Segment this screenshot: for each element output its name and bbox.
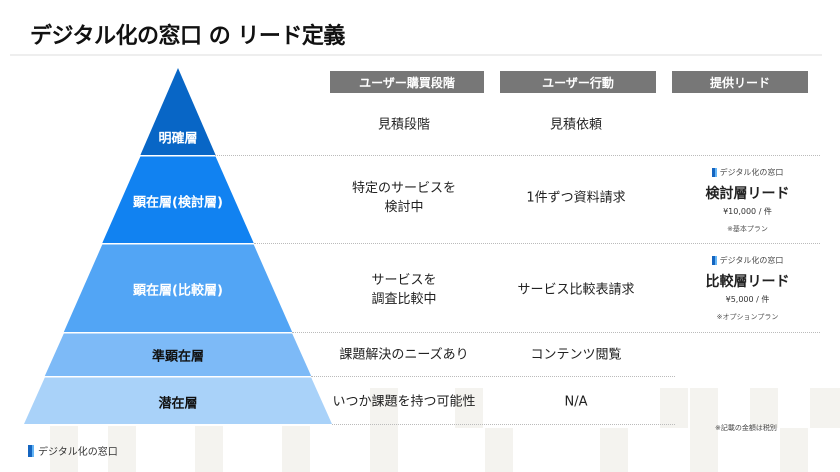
row-divider [311, 376, 675, 377]
lead-card-consideration: デジタル化の窓口 検討層リード ¥10,000 / 件 ※基本プラン [675, 167, 820, 234]
pyramid-level-3 [63, 244, 293, 332]
bg-pattern [370, 388, 398, 472]
pyramid-level-2 [102, 156, 254, 243]
lead-brand: デジタル化の窓口 [719, 168, 784, 177]
tax-footnote: ※記載の金額は税別 [715, 424, 777, 432]
bg-pattern [485, 428, 513, 472]
bg-pattern [195, 426, 223, 472]
row-divider [292, 332, 820, 333]
page-title: デジタル化の窓口 の リード定義 [30, 24, 345, 49]
lead-price: ¥10,000 / 件 [723, 207, 772, 216]
level-name: 明確層 [158, 131, 198, 147]
bg-pattern [455, 388, 483, 428]
brand-logo-icon [711, 256, 717, 265]
lead-name: 比較層リード [705, 274, 790, 290]
brand-logo-icon [28, 444, 34, 457]
lead-name: 検討層リード [705, 186, 790, 202]
action-cell: N/A [564, 394, 588, 410]
header-purchase-stage: ユーザー購買段階 [330, 71, 484, 93]
footer-brand: デジタル化の窓口 [28, 443, 118, 458]
lead-brand: デジタル化の窓口 [719, 256, 784, 265]
action-cell: コンテンツ閲覧 [530, 347, 622, 363]
stage-cell: 特定のサービスを 検討中 [351, 181, 457, 215]
bg-pattern [750, 388, 778, 428]
level-name: 潜在層 [158, 396, 198, 412]
bg-pattern [50, 426, 78, 472]
bg-pattern [780, 428, 808, 472]
bg-pattern [810, 388, 840, 428]
stage-cell: 見積段階 [377, 117, 431, 133]
lead-price: ¥5,000 / 件 [725, 295, 770, 304]
brand-logo-icon [711, 168, 717, 177]
bg-pattern [600, 428, 628, 472]
pyramid-level-1 [140, 68, 216, 155]
pyramid-level-5 [24, 377, 332, 424]
pyramid-level-4 [44, 333, 312, 376]
header-user-action: ユーザー行動 [500, 71, 656, 93]
level-name: 準顕在層 [151, 349, 205, 365]
bg-pattern [108, 426, 136, 472]
action-cell: 1件ずつ資料請求 [526, 190, 626, 206]
row-divider [332, 424, 675, 425]
bg-pattern [282, 426, 310, 472]
bg-pattern [660, 388, 688, 428]
lead-plan: ※基本プラン [727, 225, 768, 233]
row-divider [215, 155, 820, 156]
stage-cell: 課題解決のニーズあり [339, 347, 469, 363]
stage-cell: いつか課題を持つ可能性 [332, 394, 476, 410]
level-name: 顕在層(比較層) [133, 283, 223, 299]
row-divider [254, 243, 820, 244]
action-cell: サービス比較表請求 [517, 282, 635, 298]
lead-card-comparison: デジタル化の窓口 比較層リード ¥5,000 / 件 ※オプションプラン [675, 255, 820, 322]
title-divider [10, 54, 822, 56]
lead-plan: ※オプションプラン [716, 313, 779, 321]
footer-brand-text: デジタル化の窓口 [38, 447, 118, 458]
stage-cell: サービスを 調査比較中 [371, 273, 437, 307]
level-name: 顕在層(検討層) [133, 195, 223, 211]
bg-pattern [690, 388, 718, 472]
header-provided-lead: 提供リード [672, 71, 808, 93]
action-cell: 見積依頼 [549, 117, 603, 133]
